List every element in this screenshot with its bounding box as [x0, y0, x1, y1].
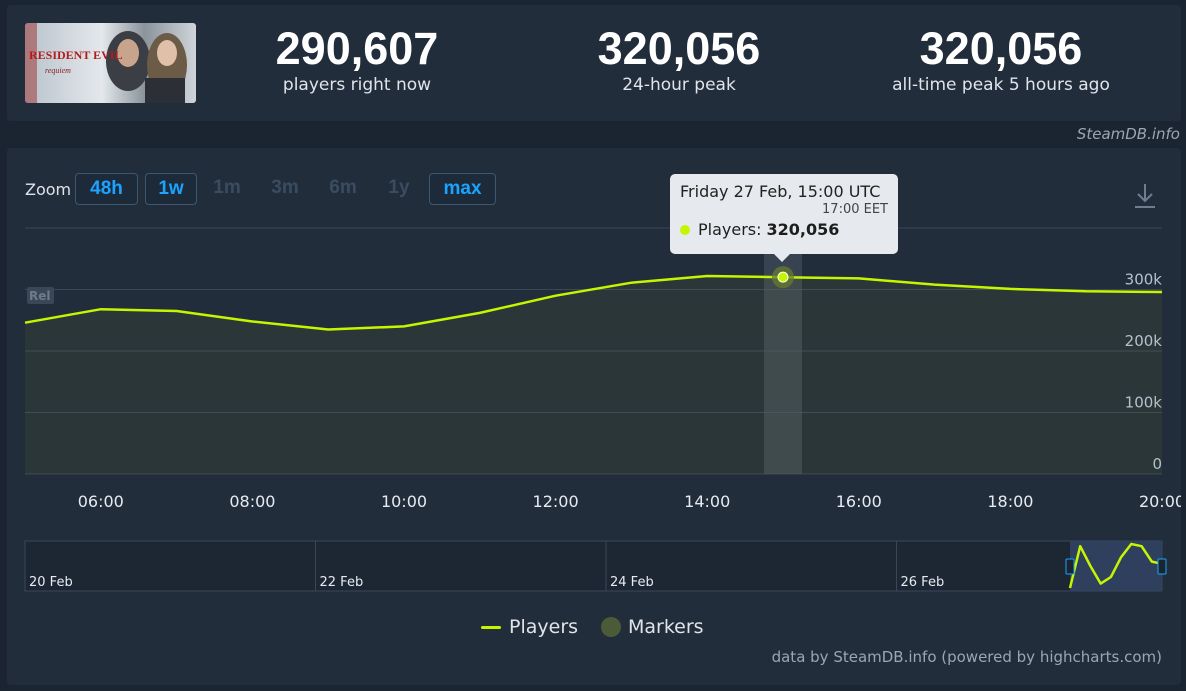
cover-title: RESIDENT EVIL: [29, 48, 122, 62]
y-tick-label: 300k: [1125, 271, 1163, 289]
download-icon[interactable]: [1134, 183, 1156, 213]
data-point: [554, 294, 558, 298]
players-area: [25, 276, 1162, 474]
zoom-1m-button[interactable]: 1m: [213, 177, 241, 198]
x-tick-label: 20:00: [1139, 492, 1181, 511]
data-point: [175, 309, 179, 313]
zoom-3m-button[interactable]: 3m: [271, 177, 299, 198]
chart-tooltip: Friday 27 Feb, 15:00 UTC 17:00 EET Playe…: [670, 174, 898, 262]
zoom-max-button[interactable]: max: [429, 173, 496, 205]
game-cover-image[interactable]: RESIDENT EVIL requiem: [25, 23, 196, 103]
all-time-peak-value: 320,056: [919, 23, 1083, 74]
players-line: [24, 274, 1163, 331]
peak-24h-value: 320,056: [597, 23, 761, 74]
zoom-1y-button[interactable]: 1y: [388, 177, 410, 198]
tooltip-date: Friday 27 Feb, 15:00 UTC: [680, 182, 881, 201]
stat-24h-peak: 320,056 24-hour peak: [557, 23, 801, 95]
stats-bar: RESIDENT EVIL requiem 290,607 players ri…: [7, 5, 1181, 121]
data-point: [1160, 290, 1164, 294]
y-axis-ticks: 0 100k 200k 300k: [1125, 271, 1163, 474]
current-players-label: players right now: [282, 75, 432, 95]
data-point: [402, 324, 406, 328]
chart-panel: Zoom 48h 1w 1m 3m 6m 1y max Rel 0 100k 200…: [7, 148, 1181, 685]
hover-point: [772, 266, 794, 289]
data-point: [1084, 289, 1088, 293]
navigator-mini-line: [1068, 542, 1163, 589]
tooltip-local-time: 17:00 EET: [822, 202, 888, 217]
zoom-1w-button[interactable]: 1w: [145, 173, 197, 205]
highcharts-credit[interactable]: data by SteamDB.info (powered by highcha…: [771, 648, 1162, 666]
x-tick-label: 10:00: [381, 492, 427, 511]
data-point: [1008, 287, 1012, 291]
cover-subtitle: requiem: [45, 66, 71, 75]
navigator-date-label: 24 Feb: [610, 575, 654, 590]
data-point: [478, 311, 482, 315]
x-tick-label: 06:00: [78, 492, 124, 511]
chart-legend: Players Markers: [7, 616, 1181, 640]
current-players-value: 290,607: [275, 23, 439, 74]
data-point: [705, 274, 709, 278]
release-marker-label: Rel: [29, 289, 51, 303]
data-point: [250, 319, 254, 323]
peak-24h-label: 24-hour peak: [622, 75, 736, 95]
x-axis-ticks: 06:00 08:00 10:00 12:00 14:00 16:00 18:00 20:00: [78, 492, 1181, 511]
zoom-48h-button[interactable]: 48h: [75, 173, 138, 205]
release-marker-box: [27, 287, 54, 304]
x-tick-label: 14:00: [684, 492, 730, 511]
data-point: [99, 307, 103, 311]
legend-markers-label: Markers: [628, 616, 704, 638]
y-tick-label: 200k: [1125, 332, 1163, 350]
legend-line-swatch: [481, 625, 501, 629]
tooltip-series-dot: [680, 224, 690, 235]
data-point: [629, 281, 633, 285]
stat-current-players: 290,607 players right now: [235, 23, 479, 95]
legend-players[interactable]: Players: [481, 616, 578, 638]
x-tick-label: 18:00: [987, 492, 1033, 511]
tooltip-series-name: Players:: [698, 220, 762, 239]
legend-markers[interactable]: Markers: [601, 616, 704, 638]
player-count-chart[interactable]: Rel 0 100k 200k 300k 06:00 08:00 10:00 12:00 14…: [7, 148, 1181, 685]
x-tick-label: 16:00: [836, 492, 882, 511]
data-point: [23, 321, 27, 325]
release-marker: Rel: [27, 287, 54, 304]
navigator-date-label: 22 Feb: [320, 575, 364, 590]
y-tick-label: 0: [1152, 455, 1162, 473]
zoom-label: Zoom: [25, 180, 72, 199]
navigator-date-label: 20 Feb: [29, 575, 73, 590]
data-point: [933, 283, 937, 287]
tooltip-value: 320,056: [766, 220, 840, 239]
stat-all-time-peak: 320,056 all-time peak 5 hours ago: [869, 23, 1133, 95]
navigator-handle: [1157, 558, 1167, 575]
x-tick-label: 08:00: [229, 492, 275, 511]
navigator-frame: [24, 540, 1163, 592]
navigator-date-label: 26 Feb: [901, 575, 945, 590]
zoom-6m-button[interactable]: 6m: [329, 177, 357, 198]
hover-point-dot: [777, 271, 789, 283]
data-point: [326, 327, 330, 331]
legend-players-label: Players: [509, 616, 579, 638]
legend-dot-swatch: [601, 617, 621, 637]
y-tick-label: 100k: [1125, 394, 1163, 412]
navigator-handle: [1065, 558, 1075, 575]
steamdb-credit[interactable]: SteamDB.info: [1076, 125, 1180, 143]
all-time-peak-label: all-time peak 5 hours ago: [892, 75, 1110, 95]
data-point: [857, 276, 861, 280]
tooltip-series-row: Players: 320,056: [680, 220, 888, 239]
x-tick-label: 12:00: [533, 492, 579, 511]
navigator: 20 Feb 22 Feb 24 Feb 26 Feb: [24, 540, 1167, 592]
